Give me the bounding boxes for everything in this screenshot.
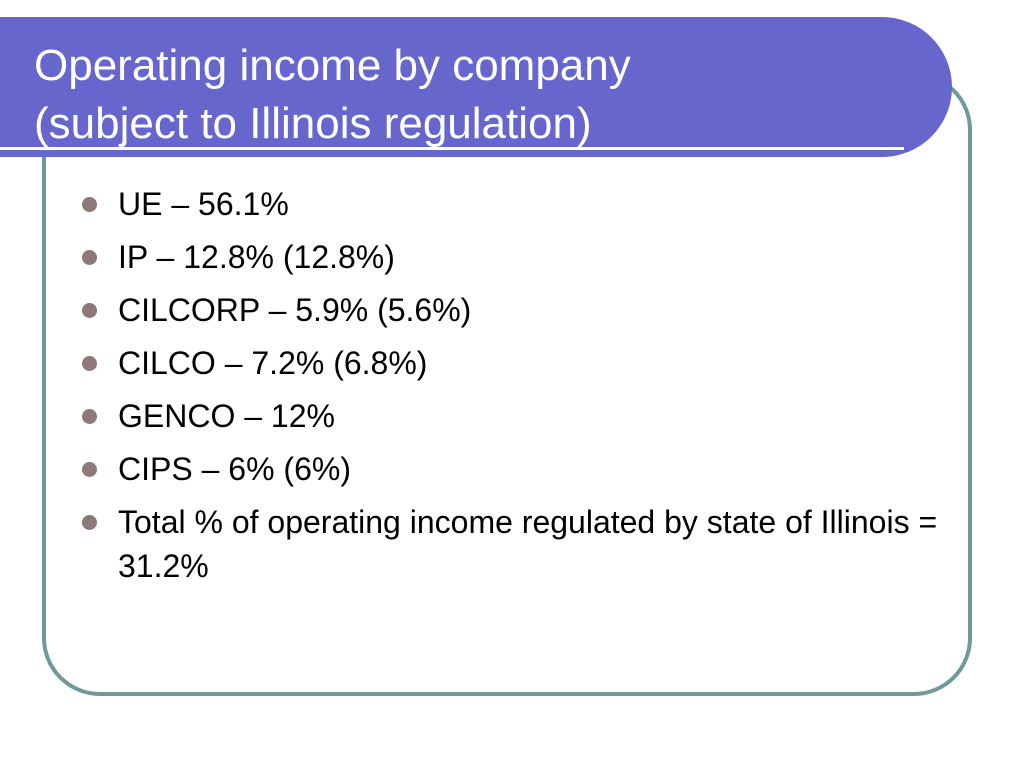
bullet-dot-icon (82, 250, 97, 265)
title-banner: Operating income by company (subject to … (0, 17, 952, 157)
bullet-text: GENCO – 12% (118, 398, 335, 434)
bullet-text: Total % of operating income regulated by… (118, 504, 938, 584)
bullet-item-ue: UE – 56.1% (80, 182, 960, 226)
slide-title: Operating income by company (subject to … (34, 37, 631, 153)
bullet-item-genco: GENCO – 12% (80, 394, 960, 438)
bullet-text: UE – 56.1% (118, 186, 289, 222)
bullet-text: CILCO – 7.2% (6.8%) (118, 345, 428, 381)
bullet-item-cips: CIPS – 6% (6%) (80, 447, 960, 491)
bullet-item-cilco: CILCO – 7.2% (6.8%) (80, 341, 960, 385)
slide-title-line-1: Operating income by company (34, 41, 631, 90)
bullet-dot-icon (82, 515, 97, 530)
bullet-text: CIPS – 6% (6%) (118, 451, 351, 487)
bullet-dot-icon (82, 462, 97, 477)
bullet-item-total: Total % of operating income regulated by… (80, 500, 960, 588)
bullet-dot-icon (82, 356, 97, 371)
bullet-list: UE – 56.1% IP – 12.8% (12.8%) CILCORP – … (80, 182, 960, 597)
bullet-text: IP – 12.8% (12.8%) (118, 239, 395, 275)
bullet-dot-icon (82, 409, 97, 424)
title-underline (0, 147, 904, 150)
bullet-dot-icon (82, 197, 97, 212)
bullet-item-ip: IP – 12.8% (12.8%) (80, 235, 960, 279)
bullet-dot-icon (82, 303, 97, 318)
slide-title-line-2: (subject to Illinois regulation) (34, 99, 592, 148)
content-frame (42, 72, 972, 696)
bullet-item-cilcorp: CILCORP – 5.9% (5.6%) (80, 288, 960, 332)
bullet-text: CILCORP – 5.9% (5.6%) (118, 292, 472, 328)
